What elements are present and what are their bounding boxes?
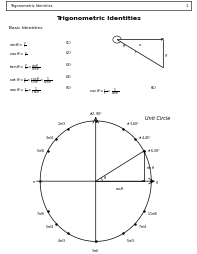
Text: y: y (165, 52, 167, 56)
Text: $\sin\theta$: $\sin\theta$ (146, 163, 155, 170)
Text: $\pi/2, 90°$: $\pi/2, 90°$ (89, 110, 103, 117)
Text: $5\pi/3$: $5\pi/3$ (125, 236, 134, 244)
Text: (2): (2) (65, 51, 71, 54)
Text: $0$: $0$ (155, 178, 159, 185)
Text: $7\pi/4$: $7\pi/4$ (138, 222, 147, 229)
Text: $3\pi/2$: $3\pi/2$ (91, 246, 100, 253)
Text: $5\pi/6$: $5\pi/6$ (36, 147, 45, 154)
Text: $\theta$: $\theta$ (103, 173, 107, 180)
Text: $3\pi/4$: $3\pi/4$ (45, 134, 54, 141)
Text: (1): (1) (65, 40, 71, 44)
Text: $\sin\theta = \frac{y}{r}$: $\sin\theta = \frac{y}{r}$ (9, 40, 27, 50)
Text: $\pi/3, 60°$: $\pi/3, 60°$ (125, 119, 140, 126)
Text: Unit Circle: Unit Circle (145, 115, 170, 120)
Text: $\pi/4, 45°$: $\pi/4, 45°$ (138, 134, 152, 141)
Text: Trigonometric Identities: Trigonometric Identities (10, 4, 52, 8)
Text: $\cos\theta = \frac{x}{r}$: $\cos\theta = \frac{x}{r}$ (9, 51, 28, 60)
Text: Trigonometric Identities: Trigonometric Identities (56, 17, 141, 21)
Text: (4): (4) (65, 74, 71, 78)
Text: $\sec\theta = \frac{r}{x} = \frac{1}{\cos\theta}$: $\sec\theta = \frac{r}{x} = \frac{1}{\co… (9, 85, 40, 97)
Text: x: x (139, 42, 141, 46)
Text: (5): (5) (65, 85, 71, 89)
Text: $\tan\theta = \frac{y}{x} = \frac{\sin\theta}{\cos\theta}$: $\tan\theta = \frac{y}{x} = \frac{\sin\t… (9, 62, 40, 74)
Text: $\cos\theta$: $\cos\theta$ (115, 184, 125, 192)
Text: $\theta$: $\theta$ (122, 41, 126, 49)
Text: $4\pi/3$: $4\pi/3$ (57, 236, 66, 244)
Text: $\csc\theta = \frac{r}{y} = \frac{1}{\sin\theta}$: $\csc\theta = \frac{r}{y} = \frac{1}{\si… (89, 85, 120, 97)
Text: $7\pi/6$: $7\pi/6$ (36, 209, 45, 216)
Text: $2\pi/3$: $2\pi/3$ (57, 119, 66, 126)
Text: (3): (3) (65, 62, 71, 66)
Text: Basic Identities: Basic Identities (9, 25, 42, 29)
Text: $\pi/6, 30°$: $\pi/6, 30°$ (147, 147, 161, 154)
Text: $\cot\theta = \frac{x}{y} = \frac{\cos\theta}{\sin\theta} = \frac{1}{\tan\theta}: $\cot\theta = \frac{x}{y} = \frac{\cos\t… (9, 74, 52, 86)
Text: $\pi$: $\pi$ (32, 179, 36, 184)
Text: r: r (135, 50, 137, 53)
Text: $5\pi/4$: $5\pi/4$ (45, 222, 54, 229)
Text: (6): (6) (150, 85, 156, 89)
Text: $11\pi/6$: $11\pi/6$ (147, 209, 158, 216)
Text: 1: 1 (185, 4, 187, 8)
